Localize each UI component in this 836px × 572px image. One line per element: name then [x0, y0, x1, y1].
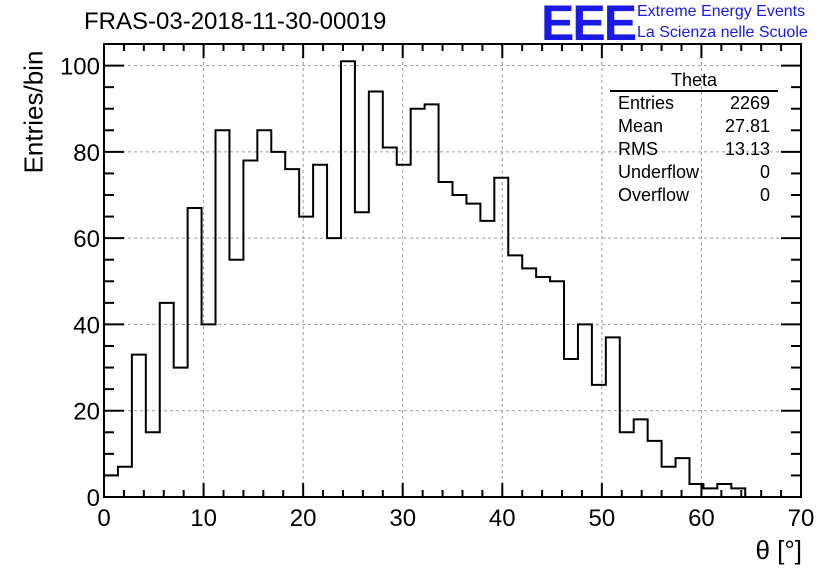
histogram-bin — [466, 204, 480, 497]
y-tick-label: 40 — [73, 312, 100, 339]
histogram-bin — [564, 359, 578, 497]
histogram-bin — [313, 165, 327, 497]
x-tick-label: 70 — [788, 505, 815, 532]
histogram-bin — [439, 182, 453, 497]
x-tick-label: 60 — [688, 505, 715, 532]
stats-row-overflow: Overflow 0 — [610, 184, 778, 207]
eee-logo: EEE — [541, 0, 637, 51]
histogram-bin — [620, 432, 634, 497]
x-tick-label: 10 — [190, 505, 217, 532]
histogram-bin — [606, 337, 620, 497]
histogram-bin — [453, 195, 467, 497]
histogram-bin — [257, 130, 271, 497]
histogram-bin — [411, 109, 425, 497]
stats-label: Mean — [618, 116, 664, 136]
histogram-bin — [327, 238, 341, 497]
y-axis-label: Entries/bin — [18, 50, 49, 174]
stats-row-underflow: Underflow 0 — [610, 161, 778, 184]
stats-box: Theta Entries 2269 Mean 27.81 RMS 13.13 … — [610, 71, 778, 207]
y-tick-label: 80 — [73, 140, 100, 167]
histogram-bin — [341, 61, 355, 497]
x-tick-label: 0 — [97, 505, 110, 532]
stats-value: 2269 — [729, 93, 770, 113]
histogram-bin — [731, 488, 745, 497]
histogram-bin — [104, 475, 118, 497]
stats-value: 0 — [759, 162, 770, 182]
y-tick-label: 100 — [60, 54, 100, 81]
stats-row-entries: Entries 2269 — [610, 92, 778, 115]
stats-row-rms: RMS 13.13 — [610, 138, 778, 161]
histogram-bin — [508, 255, 522, 497]
stats-value: 13.13 — [724, 139, 770, 159]
histogram-bin — [355, 212, 369, 497]
x-tick-label: 30 — [389, 505, 416, 532]
histogram-bin — [146, 432, 160, 497]
histogram-bin — [592, 385, 606, 497]
histogram-bin — [717, 484, 731, 497]
stats-row-mean: Mean 27.81 — [610, 115, 778, 138]
histogram-bin — [703, 488, 717, 497]
histogram-bin — [383, 148, 397, 497]
plot-frame — [103, 43, 802, 498]
stats-label: Overflow — [618, 185, 690, 205]
histogram-bin — [550, 281, 564, 497]
histogram-bin — [425, 104, 439, 497]
histogram-bin — [216, 130, 230, 497]
histogram-bin — [243, 160, 257, 497]
histogram-bin — [174, 368, 188, 497]
histogram-bin — [494, 178, 508, 497]
y-tick-labels: 0 20 40 60 80 100 — [60, 54, 100, 512]
histogram-bin — [188, 208, 202, 497]
histogram-bin — [662, 467, 676, 497]
logo-line-2: La Scienza nelle Scuole — [637, 24, 808, 41]
x-tick-label: 50 — [589, 505, 616, 532]
histogram-bin — [648, 441, 662, 497]
histogram-bin — [480, 221, 494, 497]
x-tick-label: 40 — [489, 505, 516, 532]
x-tick-labels: 0 10 20 30 40 50 60 70 — [97, 505, 814, 532]
logo-line-1: Extreme Energy Events — [637, 3, 806, 20]
chart-title: FRAS-03-2018-11-30-00019 — [84, 8, 387, 35]
histogram-bin — [285, 169, 299, 497]
histogram-bin — [229, 260, 243, 497]
histogram-bin — [522, 268, 536, 497]
histogram-bin — [634, 419, 648, 497]
stats-label: Entries — [618, 93, 675, 113]
stats-value: 0 — [759, 185, 770, 205]
y-tick-label: 60 — [73, 226, 100, 253]
y-tick-label: 0 — [87, 485, 100, 512]
stats-value: 27.81 — [724, 116, 770, 136]
histogram-bin — [299, 217, 313, 497]
histogram-bin — [397, 165, 411, 497]
grid-lines — [104, 44, 801, 497]
stats-box-title: Theta — [610, 71, 778, 92]
histogram-bin — [132, 355, 146, 497]
x-tick-label: 20 — [290, 505, 317, 532]
histogram-outline — [103, 60, 801, 498]
stats-label: RMS — [618, 139, 658, 159]
histogram-bin — [160, 303, 174, 497]
stats-label: Underflow — [618, 162, 700, 182]
x-axis-label: θ [°] — [755, 535, 802, 565]
y-tick-label: 20 — [73, 399, 100, 426]
histogram-bin — [536, 277, 550, 497]
